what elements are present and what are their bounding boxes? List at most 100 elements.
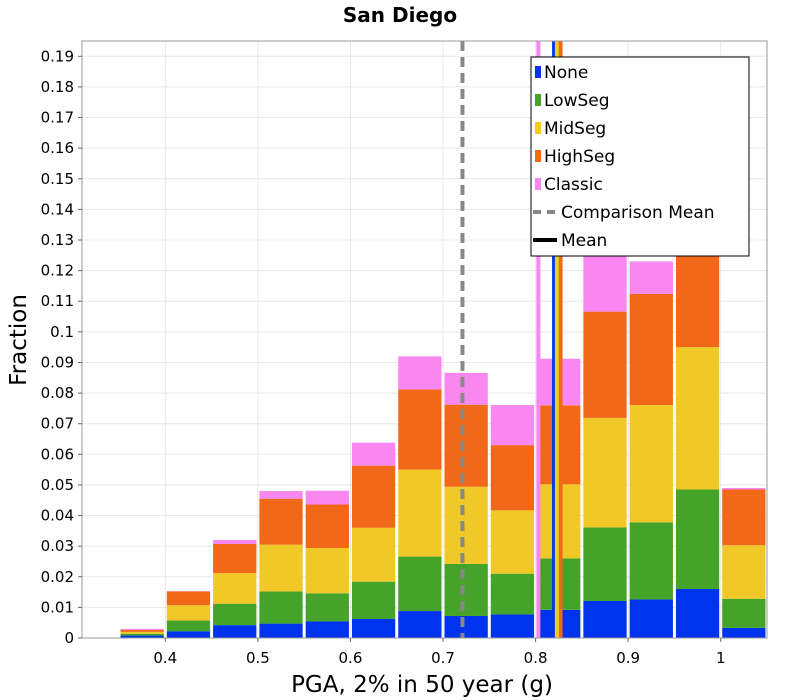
legend-swatch-classic [535, 178, 541, 190]
bar-midseg [629, 405, 673, 523]
bar-lowseg [490, 573, 535, 615]
bar-highseg [259, 498, 303, 545]
y-tick-label: 0.12 [41, 262, 74, 280]
bar-midseg [722, 545, 766, 599]
bar-lowseg [583, 527, 627, 601]
bar-none [259, 623, 303, 638]
x-tick-label: 0.5 [246, 649, 270, 667]
y-axis-label: Fraction [6, 294, 32, 386]
bar-highseg [722, 489, 766, 546]
bar-none [305, 621, 349, 638]
bar-highseg [305, 504, 349, 548]
bar-lowseg [398, 556, 442, 612]
bar-none [629, 599, 673, 638]
legend-swatch-lowseg [535, 94, 541, 106]
y-tick-label: 0.02 [41, 568, 74, 586]
y-tick-label: 0.05 [41, 476, 74, 494]
y-tick-label: 0.15 [41, 170, 74, 188]
y-tick-label: 0.04 [41, 507, 74, 525]
bar-classic [305, 490, 349, 505]
bar-highseg [213, 544, 257, 574]
legend-swatch-midseg [535, 122, 541, 134]
bar-highseg [629, 293, 673, 406]
y-tick-label: 0.07 [41, 415, 74, 433]
bar-highseg [583, 311, 627, 418]
bar-none [675, 589, 720, 638]
y-tick-label: 0.18 [41, 78, 74, 96]
legend: None LowSeg MidSeg HighSeg Classic Comparison… [530, 56, 750, 257]
bar-classic [722, 487, 766, 490]
y-tick-label: 0.1 [50, 323, 74, 341]
legend-swatch-none [535, 66, 541, 78]
bar-classic [351, 442, 396, 466]
bar-midseg [675, 347, 720, 490]
bar-lowseg [629, 522, 673, 600]
y-tick-label: 0.03 [41, 537, 74, 555]
bar-midseg [490, 510, 535, 574]
y-tick-label: 0.01 [41, 598, 74, 616]
bar-midseg [398, 469, 442, 557]
x-axis-label: PGA, 2% in 50 year (g) [291, 672, 553, 698]
x-tick-label: 0.9 [616, 649, 640, 667]
plot-area [81, 40, 768, 639]
bar-lowseg [722, 598, 766, 628]
bar-midseg [120, 631, 164, 634]
bar-highseg [444, 404, 488, 487]
bar-midseg [583, 417, 627, 528]
y-tick-label: 0.13 [41, 231, 74, 249]
bar-classic [583, 251, 627, 312]
bar-none [583, 600, 627, 638]
bar-none [444, 615, 488, 638]
bar-none [213, 625, 257, 638]
legend-label: Comparison Mean [561, 203, 715, 223]
bar-lowseg [120, 633, 164, 636]
y-axis-ticks: 0 0.01 0.02 0.03 0.04 0.05 0.06 0.07 0.08 0.09 0.1… [41, 47, 82, 647]
bar-lowseg [259, 591, 303, 624]
bar-classic [213, 540, 257, 545]
bar-classic [629, 261, 673, 294]
y-tick-label: 0.08 [41, 384, 74, 402]
bar-classic [444, 372, 488, 405]
bar-midseg [305, 547, 349, 594]
x-axis-ticks: 0.4 0.5 0.6 0.7 0.8 0.9 1 [153, 638, 725, 667]
bar-highseg [120, 629, 164, 632]
y-tick-label: 0.19 [41, 47, 74, 65]
y-tick-label: 0.11 [41, 292, 74, 310]
bar-midseg [213, 573, 257, 604]
bar-classic [259, 491, 303, 499]
y-tick-label: 0.17 [41, 109, 74, 127]
legend-label: None [544, 63, 588, 83]
bar-midseg [351, 527, 396, 582]
bar-highseg [490, 445, 535, 511]
bar-lowseg [166, 620, 211, 632]
bar-lowseg [675, 489, 720, 590]
legend-label: Mean [561, 231, 607, 251]
x-tick-label: 0.7 [431, 649, 455, 667]
bar-none [398, 611, 442, 638]
y-tick-label: 0.14 [41, 200, 74, 218]
bar-lowseg [213, 603, 257, 626]
bar-lowseg [444, 563, 488, 616]
bar-lowseg [351, 581, 396, 620]
bar-midseg [166, 605, 211, 621]
bar-classic [120, 628, 164, 630]
bar-classic [398, 356, 442, 390]
legend-label: Classic [544, 175, 603, 195]
x-tick-label: 1 [716, 649, 726, 667]
bar-none [120, 635, 164, 638]
bar-none [166, 631, 211, 638]
bar-highseg [398, 389, 442, 470]
x-tick-label: 0.6 [339, 649, 363, 667]
y-tick-label: 0.09 [41, 353, 74, 371]
y-tick-label: 0 [64, 629, 74, 647]
bar-highseg [166, 591, 211, 606]
bar-none [722, 627, 766, 638]
legend-label: LowSeg [544, 91, 610, 111]
bar-midseg [259, 544, 303, 592]
bar-midseg [444, 486, 488, 564]
y-tick-label: 0.06 [41, 445, 74, 463]
legend-label: HighSeg [544, 147, 615, 167]
chart-title: San Diego [343, 3, 457, 27]
legend-label: MidSeg [544, 119, 606, 139]
